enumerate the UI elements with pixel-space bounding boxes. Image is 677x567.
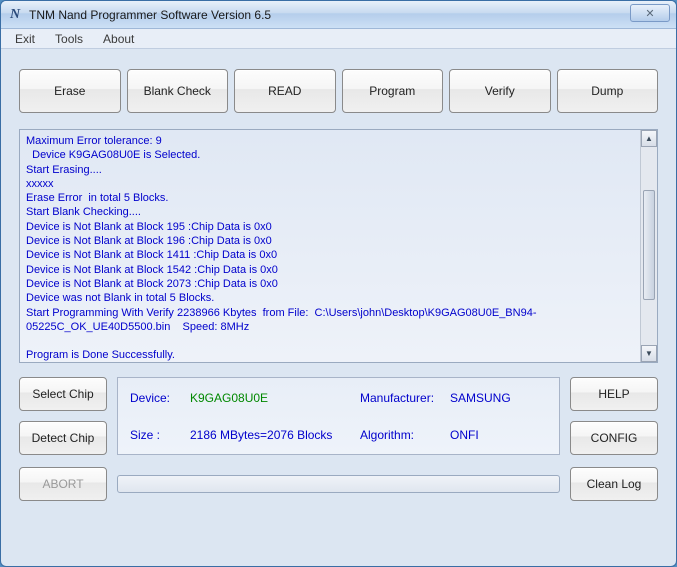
content-area: Erase Blank Check READ Program Verify Du… — [1, 49, 676, 513]
scroll-up-button[interactable]: ▲ — [641, 130, 657, 147]
scroll-down-button[interactable]: ▼ — [641, 345, 657, 362]
left-side-buttons: Select Chip Detect Chip — [19, 377, 107, 455]
clean-log-button[interactable]: Clean Log — [570, 467, 658, 501]
manufacturer-label: Manufacturer: — [360, 391, 450, 405]
scroll-thumb[interactable] — [643, 190, 655, 300]
device-info-panel: Device: K9GAG08U0E Manufacturer: SAMSUNG… — [117, 377, 560, 455]
bottom-row: ABORT Clean Log — [19, 467, 658, 501]
dump-button[interactable]: Dump — [557, 69, 659, 113]
config-button[interactable]: CONFIG — [570, 421, 658, 455]
toolbar: Erase Blank Check READ Program Verify Du… — [19, 69, 658, 113]
program-button[interactable]: Program — [342, 69, 444, 113]
algorithm-label: Algorithm: — [360, 428, 450, 442]
info-row: Select Chip Detect Chip Device: K9GAG08U… — [19, 377, 658, 455]
size-label: Size : — [130, 428, 190, 442]
verify-button[interactable]: Verify — [449, 69, 551, 113]
app-icon: N — [7, 7, 23, 23]
size-value: 2186 MBytes=2076 Blocks — [190, 428, 360, 442]
right-side-buttons: HELP CONFIG — [570, 377, 658, 455]
device-value: K9GAG08U0E — [190, 391, 360, 405]
device-label: Device: — [130, 391, 190, 405]
erase-button[interactable]: Erase — [19, 69, 121, 113]
blank-check-button[interactable]: Blank Check — [127, 69, 229, 113]
menu-about[interactable]: About — [93, 30, 144, 48]
log-panel: Maximum Error tolerance: 9 Device K9GAG0… — [19, 129, 658, 363]
help-button[interactable]: HELP — [570, 377, 658, 411]
algorithm-value: ONFI — [450, 428, 540, 442]
progress-bar — [117, 475, 560, 493]
menu-exit[interactable]: Exit — [5, 30, 45, 48]
detect-chip-button[interactable]: Detect Chip — [19, 421, 107, 455]
app-window: N TNM Nand Programmer Software Version 6… — [0, 0, 677, 567]
titlebar[interactable]: N TNM Nand Programmer Software Version 6… — [1, 1, 676, 29]
abort-button[interactable]: ABORT — [19, 467, 107, 501]
window-title: TNM Nand Programmer Software Version 6.5 — [29, 8, 271, 22]
log-text[interactable]: Maximum Error tolerance: 9 Device K9GAG0… — [20, 130, 640, 362]
scrollbar[interactable]: ▲ ▼ — [640, 130, 657, 362]
manufacturer-value: SAMSUNG — [450, 391, 540, 405]
select-chip-button[interactable]: Select Chip — [19, 377, 107, 411]
close-icon: ✕ — [645, 7, 654, 20]
menubar: Exit Tools About — [1, 29, 676, 49]
menu-tools[interactable]: Tools — [45, 30, 93, 48]
close-button[interactable]: ✕ — [630, 4, 670, 22]
read-button[interactable]: READ — [234, 69, 336, 113]
